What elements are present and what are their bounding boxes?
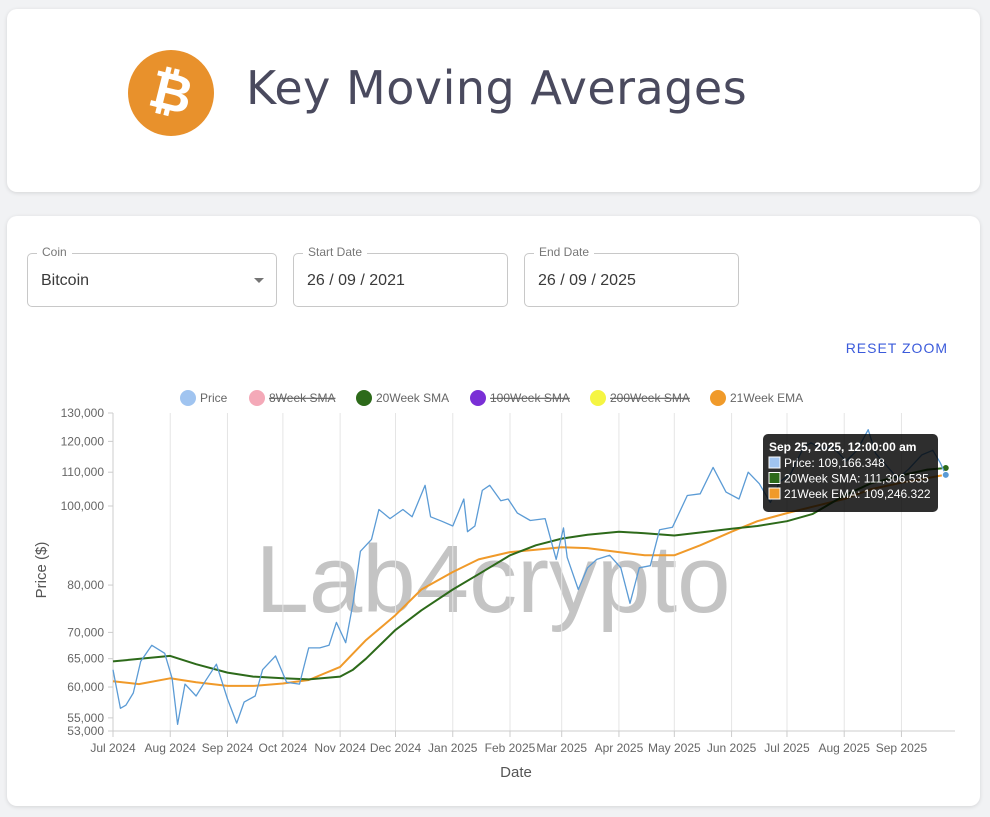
legend-swatch[interactable] xyxy=(356,390,372,406)
bitcoin-logo-icon: ₿ xyxy=(128,50,214,136)
x-tick-label: Oct 2024 xyxy=(259,741,308,755)
y-tick-label: 80,000 xyxy=(67,578,104,592)
x-tick-label: May 2025 xyxy=(648,741,701,755)
legend-label[interactable]: 8Week SMA xyxy=(269,391,335,405)
tooltip-title: Sep 25, 2025, 12:00:00 am xyxy=(769,440,916,454)
y-tick-label: 60,000 xyxy=(67,680,104,694)
y-tick-label: 110,000 xyxy=(62,465,105,479)
legend-label[interactable]: 100Week SMA xyxy=(490,391,570,405)
legend-label[interactable]: 200Week SMA xyxy=(610,391,690,405)
legend-item-20week-sma[interactable]: 20Week SMA xyxy=(356,390,449,406)
end-date-value[interactable]: 26 / 09 / 2025 xyxy=(538,272,636,289)
legend-item-100week-sma[interactable]: 100Week SMA xyxy=(470,390,570,406)
legend-swatch[interactable] xyxy=(470,390,486,406)
start-date-label: Start Date xyxy=(303,245,368,259)
start-date-field[interactable]: Start Date 26 / 09 / 2021 xyxy=(293,245,508,307)
page-title: Key Moving Averages xyxy=(246,61,748,115)
hover-point xyxy=(941,470,950,479)
tooltip-row: 21Week EMA: 109,246.322 xyxy=(784,487,931,501)
x-tick-label: Jul 2024 xyxy=(90,741,136,755)
tooltip-swatch xyxy=(768,487,781,500)
legend-swatch[interactable] xyxy=(249,390,265,406)
legend-label[interactable]: 21Week EMA xyxy=(730,391,803,405)
y-tick-label: 120,000 xyxy=(61,434,105,448)
x-tick-label: Mar 2025 xyxy=(536,741,587,755)
y-tick-label: 55,000 xyxy=(67,711,104,725)
x-tick-label: Nov 2024 xyxy=(314,741,366,755)
legend-item-8week-sma[interactable]: 8Week SMA xyxy=(249,390,335,406)
x-tick-label: Aug 2024 xyxy=(145,741,197,755)
x-tick-label: Dec 2024 xyxy=(370,741,422,755)
legend-swatch[interactable] xyxy=(710,390,726,406)
x-tick-label: Aug 2025 xyxy=(819,741,871,755)
coin-value: Bitcoin xyxy=(41,272,90,289)
legend-item-200week-sma[interactable]: 200Week SMA xyxy=(590,390,690,406)
x-tick-label: Jan 2025 xyxy=(428,741,478,755)
bitcoin-symbol-icon: ₿ xyxy=(143,59,199,127)
y-tick-label: 53,000 xyxy=(67,724,104,738)
reset-zoom-button[interactable]: RESET ZOOM xyxy=(845,340,948,356)
tooltip-swatch xyxy=(768,456,781,469)
y-axis-title: Price ($) xyxy=(33,542,50,599)
tooltip-swatch xyxy=(768,472,781,484)
x-tick-label: Sep 2024 xyxy=(202,741,254,755)
tooltip-box xyxy=(763,434,938,512)
end-date-label: End Date xyxy=(534,245,595,259)
dropdown-caret-icon[interactable] xyxy=(254,278,264,283)
y-tick-label: 70,000 xyxy=(67,625,104,639)
legend-label[interactable]: Price xyxy=(200,391,228,405)
x-tick-label: Jul 2025 xyxy=(764,741,810,755)
legend-swatch[interactable] xyxy=(180,390,196,406)
coin-label: Coin xyxy=(37,245,72,259)
end-date-field[interactable]: End Date 26 / 09 / 2025 xyxy=(524,245,739,307)
x-tick-label: Jun 2025 xyxy=(707,741,757,755)
tooltip-row: Price: 109,166.348 xyxy=(784,456,885,470)
watermark: Lab4crypto xyxy=(256,526,731,633)
legend-item-price[interactable]: Price xyxy=(180,390,228,406)
tooltip-row: 20Week SMA: 111,306.535 xyxy=(784,472,929,486)
start-date-value[interactable]: 26 / 09 / 2021 xyxy=(307,272,405,289)
series-line-20week-sma xyxy=(112,467,946,681)
legend-item-21week-ema[interactable]: 21Week EMA xyxy=(710,390,803,406)
coin-select[interactable]: Coin Bitcoin xyxy=(27,245,277,307)
header-card: ₿ Key Moving Averages xyxy=(7,9,980,192)
x-tick-label: Apr 2025 xyxy=(595,741,644,755)
y-tick-label: 100,000 xyxy=(61,499,105,513)
legend-label[interactable]: 20Week SMA xyxy=(376,391,449,405)
y-tick-label: 65,000 xyxy=(67,652,104,666)
y-tick-label: 130,000 xyxy=(61,406,105,420)
legend-swatch[interactable] xyxy=(590,390,606,406)
x-tick-label: Feb 2025 xyxy=(485,741,536,755)
x-axis-title: Date xyxy=(500,764,532,781)
x-tick-label: Sep 2025 xyxy=(876,741,928,755)
